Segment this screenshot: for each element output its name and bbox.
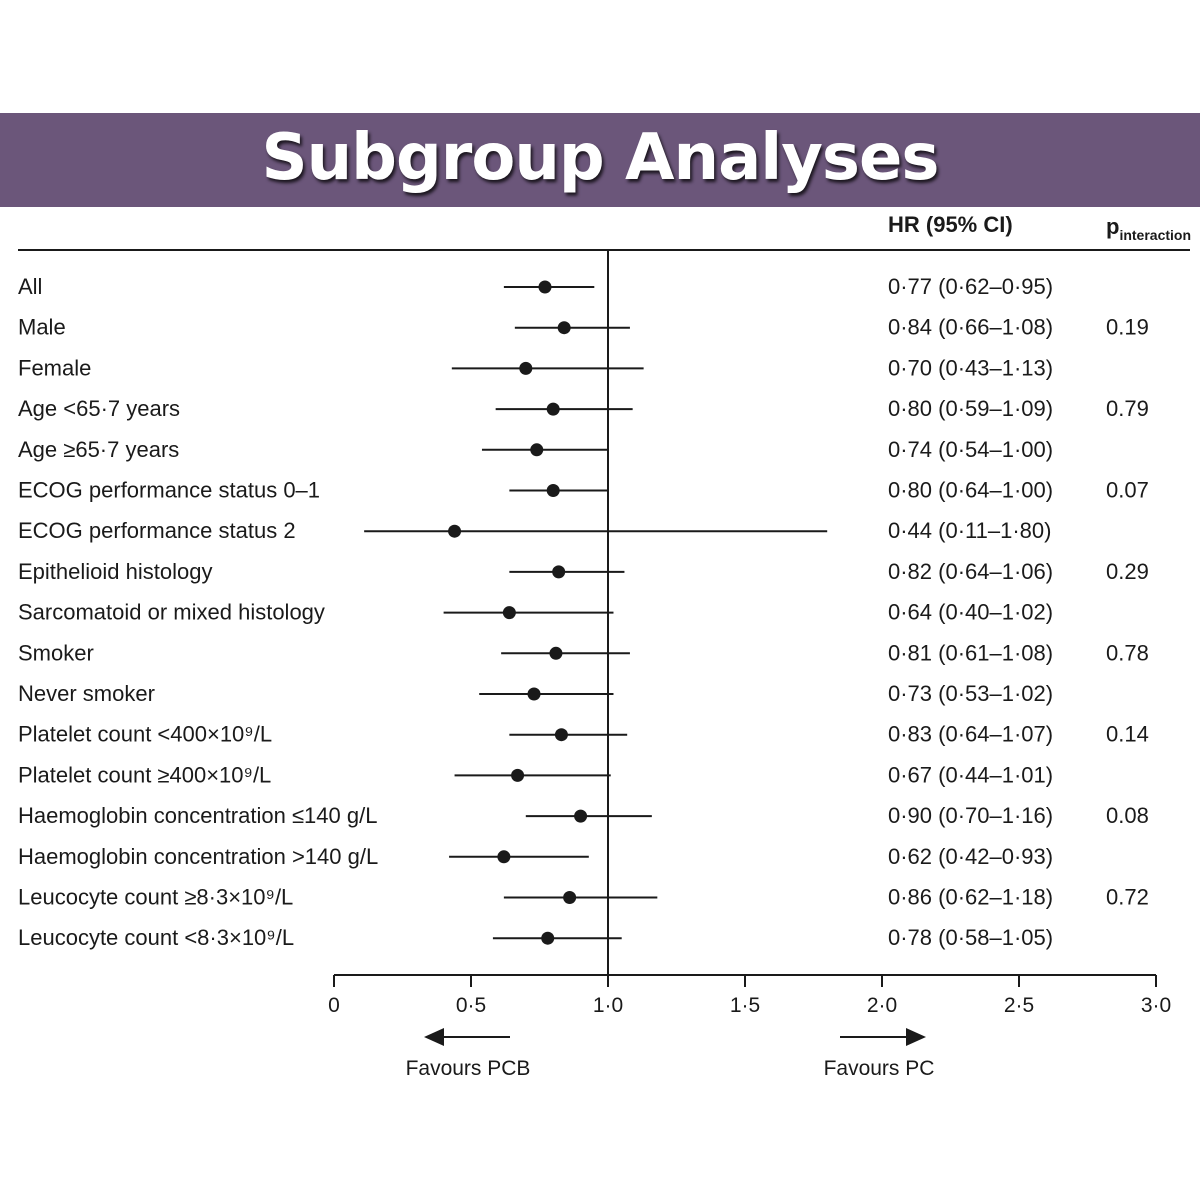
forest-row: Platelet count <400×10⁹/L 0·83 (0·64–1·07… xyxy=(18,722,1149,747)
forest-row: Age ≥65·7 years 0·74 (0·54–1·00) xyxy=(18,437,1053,462)
hr-ci-text: 0·70 (0·43–1·13) xyxy=(888,355,1053,380)
row-label: Leucocyte count ≥8·3×10⁹/L xyxy=(18,885,293,910)
forest-row: Haemoglobin concentration >140 g/L 0·62 (… xyxy=(18,844,1053,869)
title-banner xyxy=(0,113,1200,207)
x-tick-label: 2·5 xyxy=(1004,994,1034,1017)
hr-ci-text: 0·64 (0·40–1·02) xyxy=(888,600,1053,625)
hr-point xyxy=(554,728,568,742)
hr-ci-text: 0·67 (0·44–1·01) xyxy=(888,762,1053,787)
hr-point xyxy=(527,687,541,701)
row-label: Male xyxy=(18,315,66,340)
hr-point xyxy=(530,443,544,457)
favours-left-arrow-icon xyxy=(424,1028,444,1046)
hr-point xyxy=(552,565,566,579)
row-label: Epithelioid histology xyxy=(18,559,212,584)
hr-ci-text: 0·78 (0·58–1·05) xyxy=(888,925,1053,950)
forest-row: Female 0·70 (0·43–1·13) xyxy=(18,355,1053,380)
p-column-header-main: p xyxy=(1106,214,1119,239)
forest-row: Age <65·7 years 0·80 (0·59–1·09) 0.79 xyxy=(18,396,1149,421)
forest-row: All 0·77 (0·62–0·95) xyxy=(18,274,1053,299)
row-label: Haemoglobin concentration >140 g/L xyxy=(18,844,378,869)
row-label: Platelet count <400×10⁹/L xyxy=(18,722,272,747)
row-label: Smoker xyxy=(18,640,94,665)
hr-ci-text: 0·62 (0·42–0·93) xyxy=(888,844,1053,869)
hr-point xyxy=(519,361,533,375)
x-tick-label: 1·5 xyxy=(730,994,760,1017)
p-interaction-value: 0.07 xyxy=(1106,478,1149,503)
p-interaction-value: 0.14 xyxy=(1106,722,1149,747)
forest-row: Sarcomatoid or mixed histology 0·64 (0·40… xyxy=(18,600,1053,625)
forest-row: Haemoglobin concentration ≤140 g/L 0·90 (… xyxy=(18,803,1149,828)
hr-point xyxy=(538,280,552,294)
row-label: All xyxy=(18,274,42,299)
forest-row: Never smoker 0·73 (0·53–1·02) xyxy=(18,681,1053,706)
hr-point xyxy=(563,891,577,904)
hr-ci-text: 0·84 (0·66–1·08) xyxy=(888,315,1053,340)
hr-ci-text: 0·80 (0·59–1·09) xyxy=(888,396,1053,421)
hr-column-header: HR (95% CI) xyxy=(888,212,1013,237)
row-label: Platelet count ≥400×10⁹/L xyxy=(18,762,271,787)
p-interaction-value: 0.72 xyxy=(1106,885,1149,910)
hr-ci-text: 0·80 (0·64–1·00) xyxy=(888,478,1053,503)
forest-row: ECOG performance status 2 0·44 (0·11–1·80… xyxy=(18,518,1051,543)
row-label: Female xyxy=(18,355,91,380)
p-interaction-value: 0.08 xyxy=(1106,803,1149,828)
forest-row: Smoker 0·81 (0·61–1·08) 0.78 xyxy=(18,640,1149,665)
favours-left-label: Favours PCB xyxy=(406,1057,531,1080)
hr-point xyxy=(541,931,555,945)
hr-ci-text: 0·73 (0·53–1·02) xyxy=(888,681,1053,706)
page-title: Subgroup Analyses xyxy=(261,121,940,195)
p-interaction-value: 0.19 xyxy=(1106,315,1149,340)
favours-right-arrow-icon xyxy=(906,1028,926,1046)
p-column-header-sub: interaction xyxy=(1119,227,1191,243)
hr-ci-text: 0·77 (0·62–0·95) xyxy=(888,274,1053,299)
hr-point xyxy=(574,809,588,823)
x-tick-label: 3·0 xyxy=(1141,994,1171,1017)
hr-point xyxy=(497,850,511,864)
forest-row: ECOG performance status 0–1 0·80 (0·64–1·… xyxy=(18,478,1149,503)
hr-point xyxy=(502,606,516,620)
x-tick-label: 0 xyxy=(328,994,340,1017)
x-tick-label: 1·0 xyxy=(593,994,623,1017)
hr-point xyxy=(546,484,560,497)
x-tick-label: 0·5 xyxy=(456,994,486,1017)
hr-ci-text: 0·44 (0·11–1·80) xyxy=(888,518,1051,543)
forest-row: Platelet count ≥400×10⁹/L 0·67 (0·44–1·01… xyxy=(18,762,1053,787)
row-label: ECOG performance status 0–1 xyxy=(18,478,320,503)
hr-point xyxy=(448,524,462,538)
hr-ci-text: 0·86 (0·62–1·18) xyxy=(888,885,1053,910)
favours-right-label: Favours PC xyxy=(824,1057,935,1080)
p-column-header: pinteraction xyxy=(1106,214,1191,243)
p-interaction-value: 0.29 xyxy=(1106,559,1149,584)
row-label: Never smoker xyxy=(18,681,155,706)
hr-point xyxy=(546,402,560,416)
x-tick-label: 2·0 xyxy=(867,994,897,1017)
hr-ci-text: 0·82 (0·64–1·06) xyxy=(888,559,1053,584)
row-label: Sarcomatoid or mixed histology xyxy=(18,600,325,625)
hr-ci-text: 0·74 (0·54–1·00) xyxy=(888,437,1053,462)
row-label: Age <65·7 years xyxy=(18,396,180,421)
hr-point xyxy=(511,768,525,782)
forest-row: Epithelioid histology 0·82 (0·64–1·06) 0.2… xyxy=(18,559,1149,584)
row-label: Age ≥65·7 years xyxy=(18,437,179,462)
p-interaction-value: 0.78 xyxy=(1106,640,1149,665)
row-label: Haemoglobin concentration ≤140 g/L xyxy=(18,803,377,828)
hr-point xyxy=(557,321,571,335)
row-label: ECOG performance status 2 xyxy=(18,518,296,543)
forest-row: Leucocyte count ≥8·3×10⁹/L 0·86 (0·62–1·1… xyxy=(18,885,1149,910)
hr-ci-text: 0·83 (0·64–1·07) xyxy=(888,722,1053,747)
forest-row: Leucocyte count <8·3×10⁹/L 0·78 (0·58–1·0… xyxy=(18,925,1053,950)
hr-ci-text: 0·90 (0·70–1·16) xyxy=(888,803,1053,828)
hr-ci-text: 0·81 (0·61–1·08) xyxy=(888,640,1053,665)
hr-point xyxy=(549,646,563,660)
row-label: Leucocyte count <8·3×10⁹/L xyxy=(18,925,294,950)
forest-row: Male 0·84 (0·66–1·08) 0.19 xyxy=(18,315,1149,340)
p-interaction-value: 0.79 xyxy=(1106,396,1149,421)
